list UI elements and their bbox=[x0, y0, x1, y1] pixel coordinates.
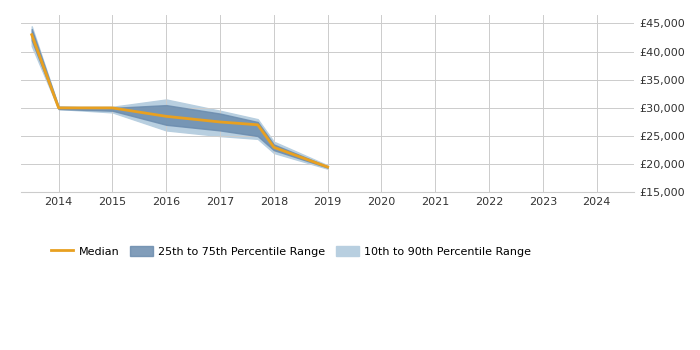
Legend: Median, 25th to 75th Percentile Range, 10th to 90th Percentile Range: Median, 25th to 75th Percentile Range, 1… bbox=[46, 241, 536, 261]
